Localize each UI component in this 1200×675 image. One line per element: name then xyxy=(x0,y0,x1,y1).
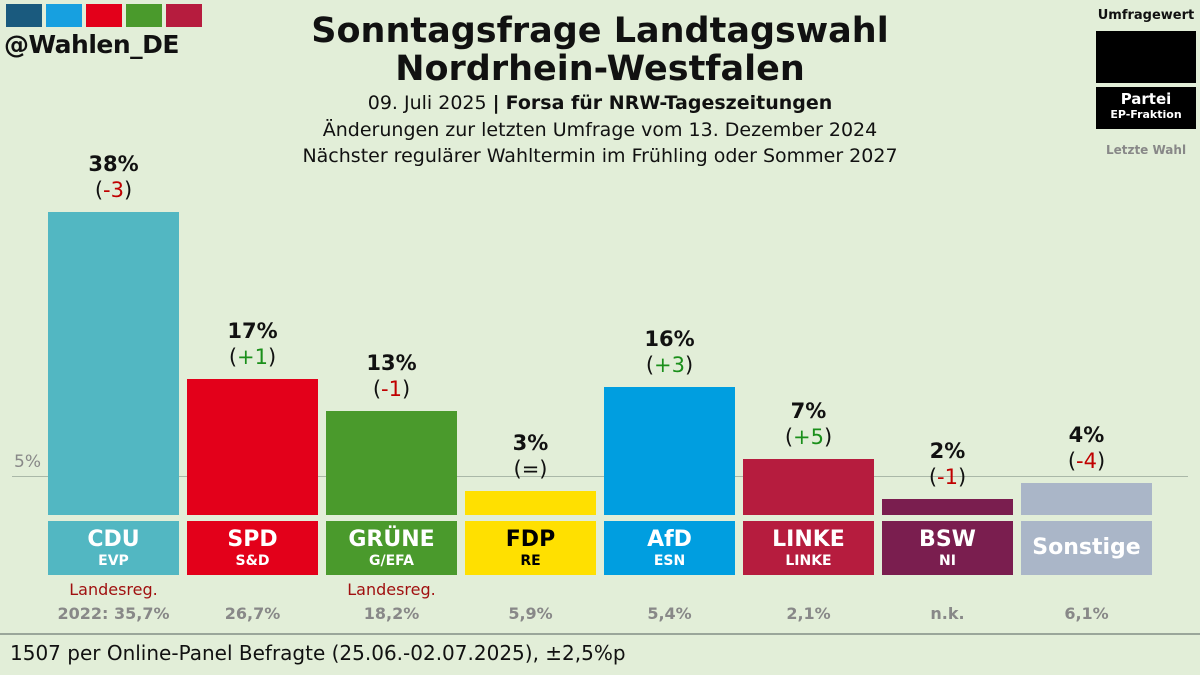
party-faction: EVP xyxy=(98,553,129,569)
subtitle-date-source: 09. Juli 2025 | Forsa für NRW-Tageszeitu… xyxy=(0,92,1200,114)
value-label: 16% xyxy=(644,327,695,352)
party-faction: ESN xyxy=(653,553,686,569)
value-label: 7% xyxy=(790,399,827,424)
last-election-value: 5,4% xyxy=(647,604,692,623)
footer-sample-info: 1507 per Online-Panel Befragte (25.06.-0… xyxy=(10,641,626,665)
logo-square xyxy=(46,4,82,27)
separator: | xyxy=(492,92,500,114)
party-faction: LINKE xyxy=(785,553,832,569)
title-line-1: Sonntagsfrage Landtagswahl xyxy=(311,11,889,51)
change-label: (+5) xyxy=(784,425,833,450)
logo-squares xyxy=(6,4,202,27)
change-label: (-3) xyxy=(94,178,133,202)
bar-fdp xyxy=(465,491,596,515)
party-name: CDU xyxy=(87,527,140,552)
value-label: 3% xyxy=(512,431,549,456)
value-label: 2% xyxy=(929,439,966,464)
party-faction: NI xyxy=(939,553,956,569)
last-election-value: 6,1% xyxy=(1064,604,1109,623)
bar-cdu xyxy=(48,212,179,515)
party-box-fdp: FDP RE xyxy=(465,521,596,575)
last-election-value: 2022: 35,7% xyxy=(57,604,170,623)
party-faction: S&D xyxy=(235,553,270,569)
last-election-value: 18,2% xyxy=(363,604,420,623)
party-box-cdu: CDU EVP xyxy=(48,521,179,575)
change-label: (=) xyxy=(513,457,548,482)
change-value: = xyxy=(521,457,540,482)
party-box-grüne: GRÜNE G/EFA xyxy=(326,521,457,575)
value-label: 4% xyxy=(1068,423,1105,448)
footer-divider xyxy=(0,633,1200,635)
legend-faction-label: EP-Fraktion xyxy=(1110,108,1182,121)
party-name: AfD xyxy=(647,527,692,552)
last-election-value: 5,9% xyxy=(508,604,553,623)
legend: Umfragewert Partei EP-Fraktion Letzte Wa… xyxy=(1096,8,1196,157)
change-value: -3 xyxy=(103,178,124,202)
legend-party-label: Partei xyxy=(1120,90,1172,108)
bar-sonstige xyxy=(1021,483,1152,515)
party-name: BSW xyxy=(919,527,976,552)
brand-handle: @Wahlen_DE xyxy=(4,30,180,59)
last-election-value: 26,7% xyxy=(224,604,281,623)
government-label: Landesreg. xyxy=(347,580,436,599)
next-election: Nächster regulärer Wahltermin im Frühlin… xyxy=(302,145,898,167)
bar-spd xyxy=(187,379,318,515)
value-label: 38% xyxy=(88,152,139,176)
last-election-value: n.k. xyxy=(930,604,965,623)
change-label: (-4) xyxy=(1067,449,1106,474)
change-value: +1 xyxy=(237,345,268,370)
party-name: LINKE xyxy=(772,527,845,552)
logo-square xyxy=(86,4,122,27)
threshold-line xyxy=(12,476,1188,477)
bar-grüne xyxy=(326,411,457,515)
party-faction: G/EFA xyxy=(369,553,414,569)
bar-afd xyxy=(604,387,735,515)
poll-date: 09. Juli 2025 xyxy=(367,92,487,114)
party-name: Sonstige xyxy=(1032,535,1141,560)
value-label: 13% xyxy=(366,351,417,376)
logo-square xyxy=(166,4,202,27)
legend-last-election-label: Letzte Wahl xyxy=(1105,143,1187,157)
title-line-2: Nordrhein-Westfalen xyxy=(395,49,805,89)
changes-note: Änderungen zur letzten Umfrage vom 13. D… xyxy=(322,119,878,141)
party-box-bsw: BSW NI xyxy=(882,521,1013,575)
party-faction: RE xyxy=(520,553,541,569)
chart-title: Sonntagsfrage Landtagswahl Nordrhein-Wes… xyxy=(0,12,1200,88)
party-name: SPD xyxy=(227,527,278,552)
change-value: +5 xyxy=(793,425,824,450)
poll-source: Forsa für NRW-Tageszeitungen xyxy=(505,92,833,114)
change-value: -4 xyxy=(1076,449,1097,474)
change-label: (-1) xyxy=(928,465,967,490)
change-label: (+3) xyxy=(645,353,694,378)
change-value: +3 xyxy=(654,353,685,378)
logo-square xyxy=(126,4,162,27)
bar-linke xyxy=(743,459,874,515)
value-label: 17% xyxy=(227,319,278,344)
logo-square xyxy=(6,4,42,27)
threshold-label: 5% xyxy=(14,452,41,472)
party-box-spd: SPD S&D xyxy=(187,521,318,575)
legend-value-box xyxy=(1096,31,1196,83)
change-value: -1 xyxy=(381,377,402,402)
party-box-sonstige: Sonstige xyxy=(1021,521,1152,575)
party-box-afd: AfD ESN xyxy=(604,521,735,575)
government-label: Landesreg. xyxy=(69,580,158,599)
change-label: (+1) xyxy=(228,345,277,370)
party-box-linke: LINKE LINKE xyxy=(743,521,874,575)
legend-party-box: Partei EP-Fraktion xyxy=(1096,87,1196,129)
party-name: GRÜNE xyxy=(348,527,435,552)
party-name: FDP xyxy=(505,527,556,552)
bar-bsw xyxy=(882,499,1013,515)
last-election-value: 2,1% xyxy=(786,604,831,623)
change-value: -1 xyxy=(937,465,958,490)
legend-value-label: Umfragewert xyxy=(1097,8,1195,23)
change-label: (-1) xyxy=(372,377,411,402)
